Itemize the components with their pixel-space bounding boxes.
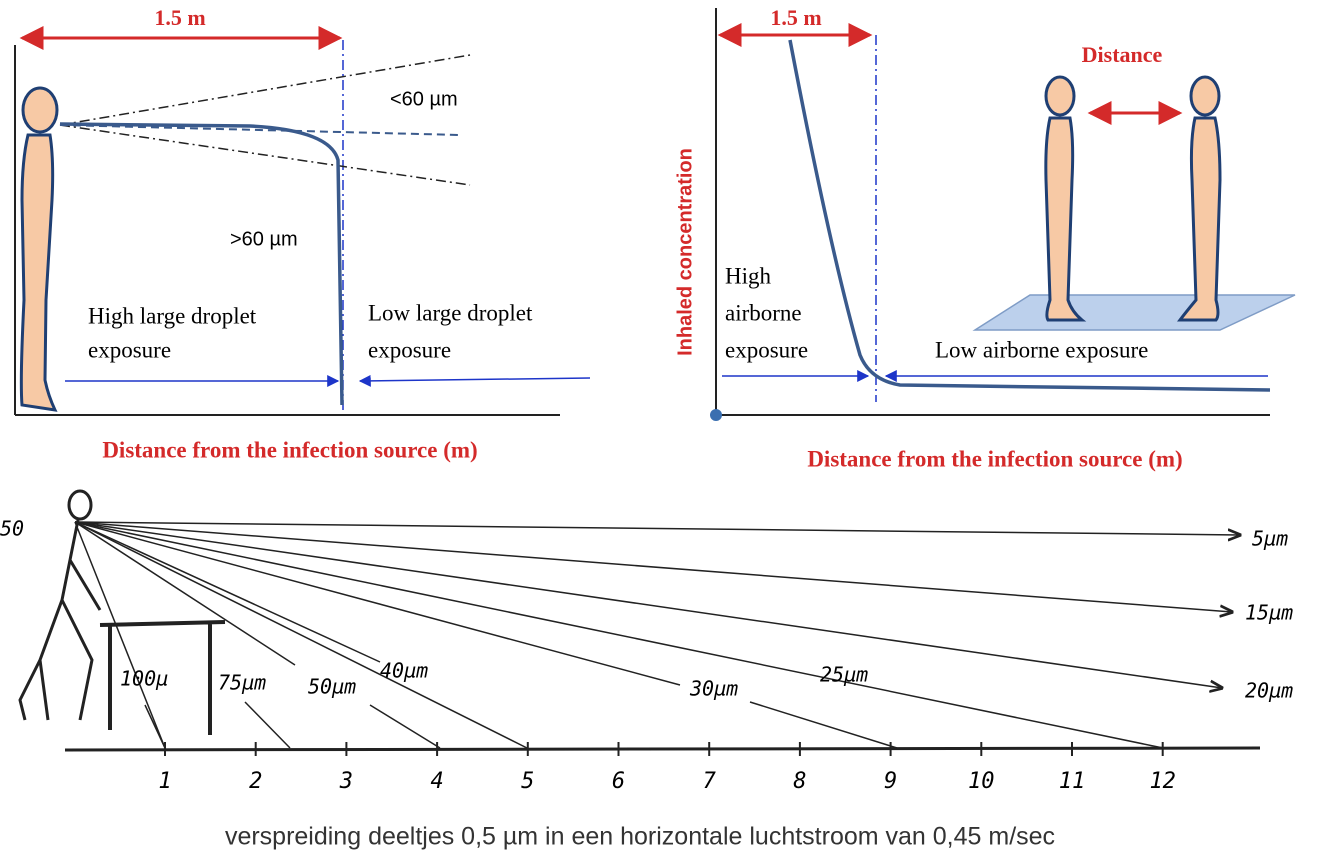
x-axis-title: Distance from the infection source (m) [807, 446, 1182, 471]
tick-label: 8 [793, 769, 806, 794]
particle-label: 40µm [380, 659, 428, 683]
tick-label: 10 [968, 769, 995, 794]
low-exposure: Low airborne exposure [935, 337, 1148, 362]
particle-label: 75µm [218, 671, 266, 695]
particle-label: 20µm [1245, 679, 1293, 703]
tick-label: 7 [703, 769, 717, 794]
distance-label: 1.5 m [154, 5, 205, 30]
particle-label: 100µ [120, 667, 168, 691]
particle-label: 30µm [689, 677, 738, 701]
left-panel: 1.5 m <60 µm >60 µm High large droplet e… [14, 5, 591, 462]
tick-label: 4 [430, 769, 443, 794]
person [1176, 75, 1222, 322]
tick-label: 11 [1059, 769, 1086, 794]
person [1044, 75, 1087, 322]
particle-label: 15µm [1245, 601, 1293, 625]
people-distance-label: Distance [1082, 42, 1163, 67]
large-droplet-label: >60 µm [230, 228, 298, 250]
caption: verspreiding deeltjes 0,5 µm in een hori… [225, 823, 1055, 851]
tick-label: 5 [521, 769, 534, 794]
high-exposure: exposure [88, 337, 171, 362]
height-label: 50 [0, 517, 24, 541]
tick-label: 12 [1149, 769, 1176, 794]
distance-label: 1.5 m [770, 5, 821, 30]
particle-label: 5µm [1252, 527, 1288, 551]
small-droplet-label: <60 µm [390, 88, 458, 110]
particle-label: 50µm [308, 675, 356, 699]
tick-label: 9 [884, 769, 897, 794]
tick-label: 1 [158, 769, 171, 794]
low-exposure: Low large droplet [368, 300, 533, 325]
tick-label: 2 [249, 769, 262, 794]
tick-label: 3 [339, 769, 353, 794]
high-exposure: airborne [725, 300, 802, 325]
low-exposure: exposure [368, 337, 451, 362]
person [19, 86, 59, 412]
particle-label: 25µm [820, 663, 868, 687]
bottom-panel: 50 5µm 15µm 20µm 100µ 75µm 50µm 40µm 30µ… [0, 489, 1293, 851]
high-exposure: exposure [725, 337, 808, 362]
y-axis-title: Inhaled concentration [674, 148, 696, 356]
right-panel: 1.5 m Inhaled concentration High airborn… [674, 5, 1296, 471]
x-axis-title: Distance from the infection source (m) [102, 437, 477, 462]
high-exposure: High large droplet [88, 303, 257, 328]
high-exposure: High [725, 263, 772, 288]
tick-label: 6 [612, 769, 625, 794]
